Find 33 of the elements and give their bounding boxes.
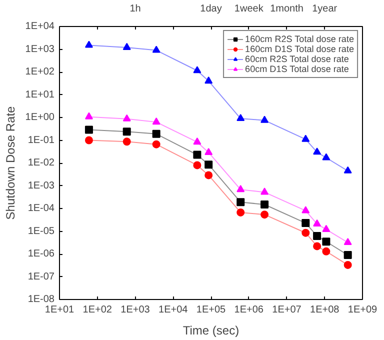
text: 1h bbox=[130, 4, 141, 14]
x-axis-title: Time (sec) bbox=[182, 324, 240, 338]
legend-label: 60cm R2S Total dose rate bbox=[245, 54, 349, 64]
y-tick-label: 1E+02 bbox=[25, 66, 55, 78]
x-tick-label: 1E+01 bbox=[44, 304, 75, 316]
x-tick-label: 1E+04 bbox=[158, 304, 188, 316]
text: 1month bbox=[270, 4, 304, 14]
x-tick-label: 1E+05 bbox=[196, 304, 226, 316]
y-tick-label: 1E-02 bbox=[28, 158, 55, 168]
y-tick-label: 1E+04 bbox=[25, 21, 55, 32]
y-tick-label: 1E-06 bbox=[28, 248, 55, 260]
y-tick-label: 1E+00 bbox=[25, 112, 55, 123]
y-tick-label: 1E-03 bbox=[28, 180, 55, 192]
legend-label: 160cm D1S Total dose rate bbox=[245, 44, 354, 54]
y-axis-title: Shutdown Dose Rate bbox=[3, 106, 18, 220]
x-tick-label: 1E+06 bbox=[234, 304, 264, 316]
text: 1week bbox=[234, 4, 264, 14]
legend-label: 60cm D1S Total dose rate bbox=[245, 64, 349, 74]
y-tick-label: 1E-08 bbox=[28, 294, 55, 305]
x-tick-label: 1E+02 bbox=[82, 304, 112, 316]
legend-label: 160cm R2S Total dose rate bbox=[245, 34, 354, 44]
y-tick-label: 1E+03 bbox=[25, 44, 55, 55]
x-tick-label: 1E+09 bbox=[348, 304, 378, 316]
x-tick-label: 1E+07 bbox=[272, 304, 302, 316]
x-tick-label: 1E+08 bbox=[310, 304, 340, 316]
y-tick-label: 1E-07 bbox=[28, 271, 55, 282]
y-tick-label: 1E-04 bbox=[28, 203, 55, 214]
y-tick-label: 1E+01 bbox=[25, 89, 55, 100]
text: 1day bbox=[200, 4, 222, 14]
y-tick-label: 1E-01 bbox=[28, 134, 55, 146]
y-tick-label: 1E-05 bbox=[28, 226, 55, 237]
x-tick-label: 1E+03 bbox=[120, 304, 150, 316]
text: 1year bbox=[312, 4, 338, 14]
